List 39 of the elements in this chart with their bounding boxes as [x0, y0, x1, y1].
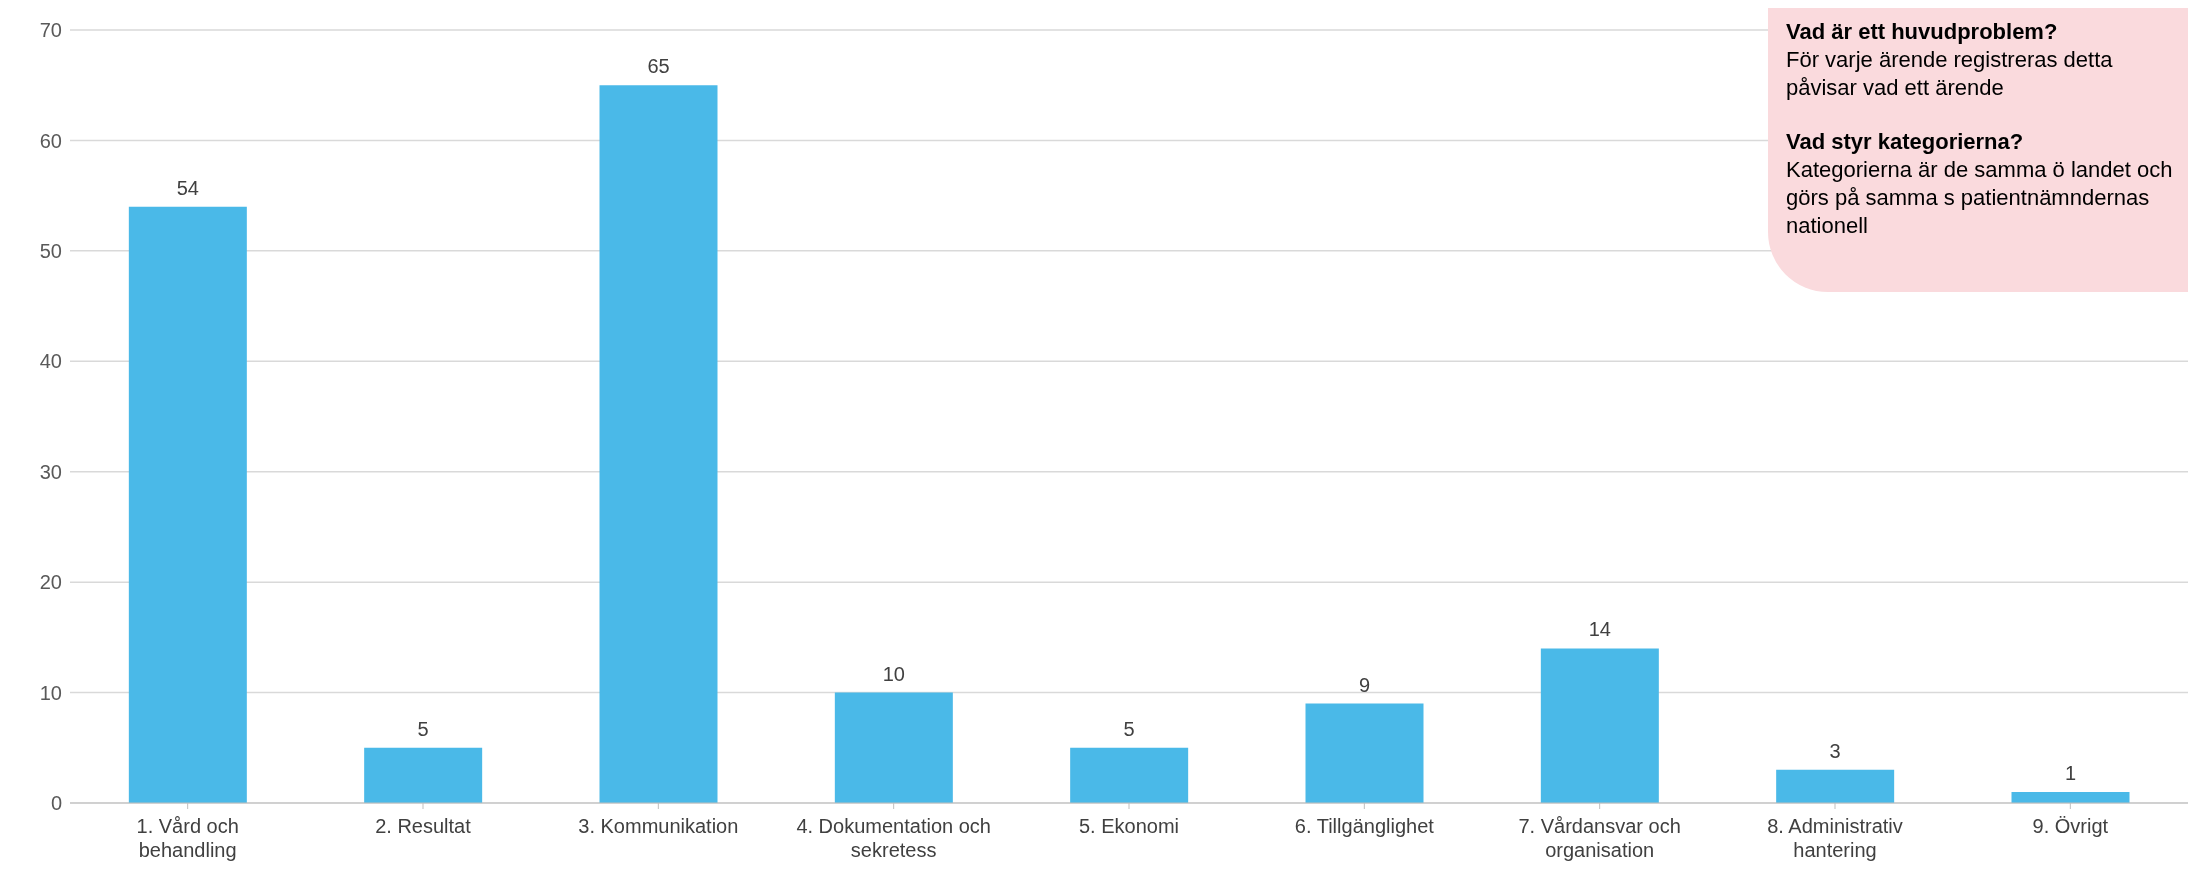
data-label: 3: [1829, 739, 1841, 762]
x-tick-label: 7. Vårdansvar och organisation: [1518, 815, 1681, 861]
bar: [364, 747, 483, 803]
x-tick-label: 6. Tillgänglighet: [1294, 815, 1435, 837]
bar: [834, 692, 953, 803]
x-tick-label: 8. Administrativ hantering: [1767, 815, 1903, 861]
y-tick-label: 0: [50, 792, 62, 815]
data-label: 9: [1358, 673, 1371, 696]
annotation: För varje ärende registreras detta påvisar vad ett ärende: [1786, 46, 2114, 102]
annotation: Vad är ett huvudproblem?: [1786, 18, 2059, 46]
x-tick-label: 2. Resultat: [375, 815, 472, 837]
data-label: 1: [2064, 761, 2077, 784]
y-tick-label: 70: [39, 19, 62, 42]
x-tick-label: 1. Vård och behandling: [136, 815, 239, 861]
data-label: 5: [417, 717, 429, 740]
y-tick-label: 50: [39, 239, 62, 262]
bar: [128, 206, 247, 803]
x-tick-label: 4. Dokumentation och sekretess: [796, 815, 991, 861]
x-tick-label: 9. Övrigt: [2032, 815, 2109, 837]
data-label: 10: [882, 662, 905, 685]
bar: [1776, 769, 1895, 803]
y-tick-label: 30: [39, 460, 62, 483]
y-tick-label: 20: [39, 571, 62, 594]
bar: [1305, 703, 1424, 803]
data-label: 65: [647, 55, 670, 78]
data-label: 54: [176, 176, 199, 199]
x-tick-label: 5. Ekonomi: [1078, 815, 1180, 837]
bar: [599, 85, 718, 803]
bar: [2011, 791, 2130, 803]
y-tick-label: 60: [39, 129, 62, 152]
bar: [1070, 747, 1189, 803]
y-tick-label: 10: [39, 681, 62, 704]
bar: [1540, 648, 1659, 803]
annotation: Vad styr kategorierna?: [1786, 128, 2025, 156]
data-label: 14: [1588, 618, 1611, 641]
x-tick-label: 3. Kommunikation: [578, 815, 739, 837]
y-tick-label: 40: [39, 350, 62, 373]
annotation: Kategorierna är de samma ö landet och görs på samma s patientnämndernas nationell: [1786, 156, 2174, 240]
data-label: 5: [1123, 717, 1135, 740]
